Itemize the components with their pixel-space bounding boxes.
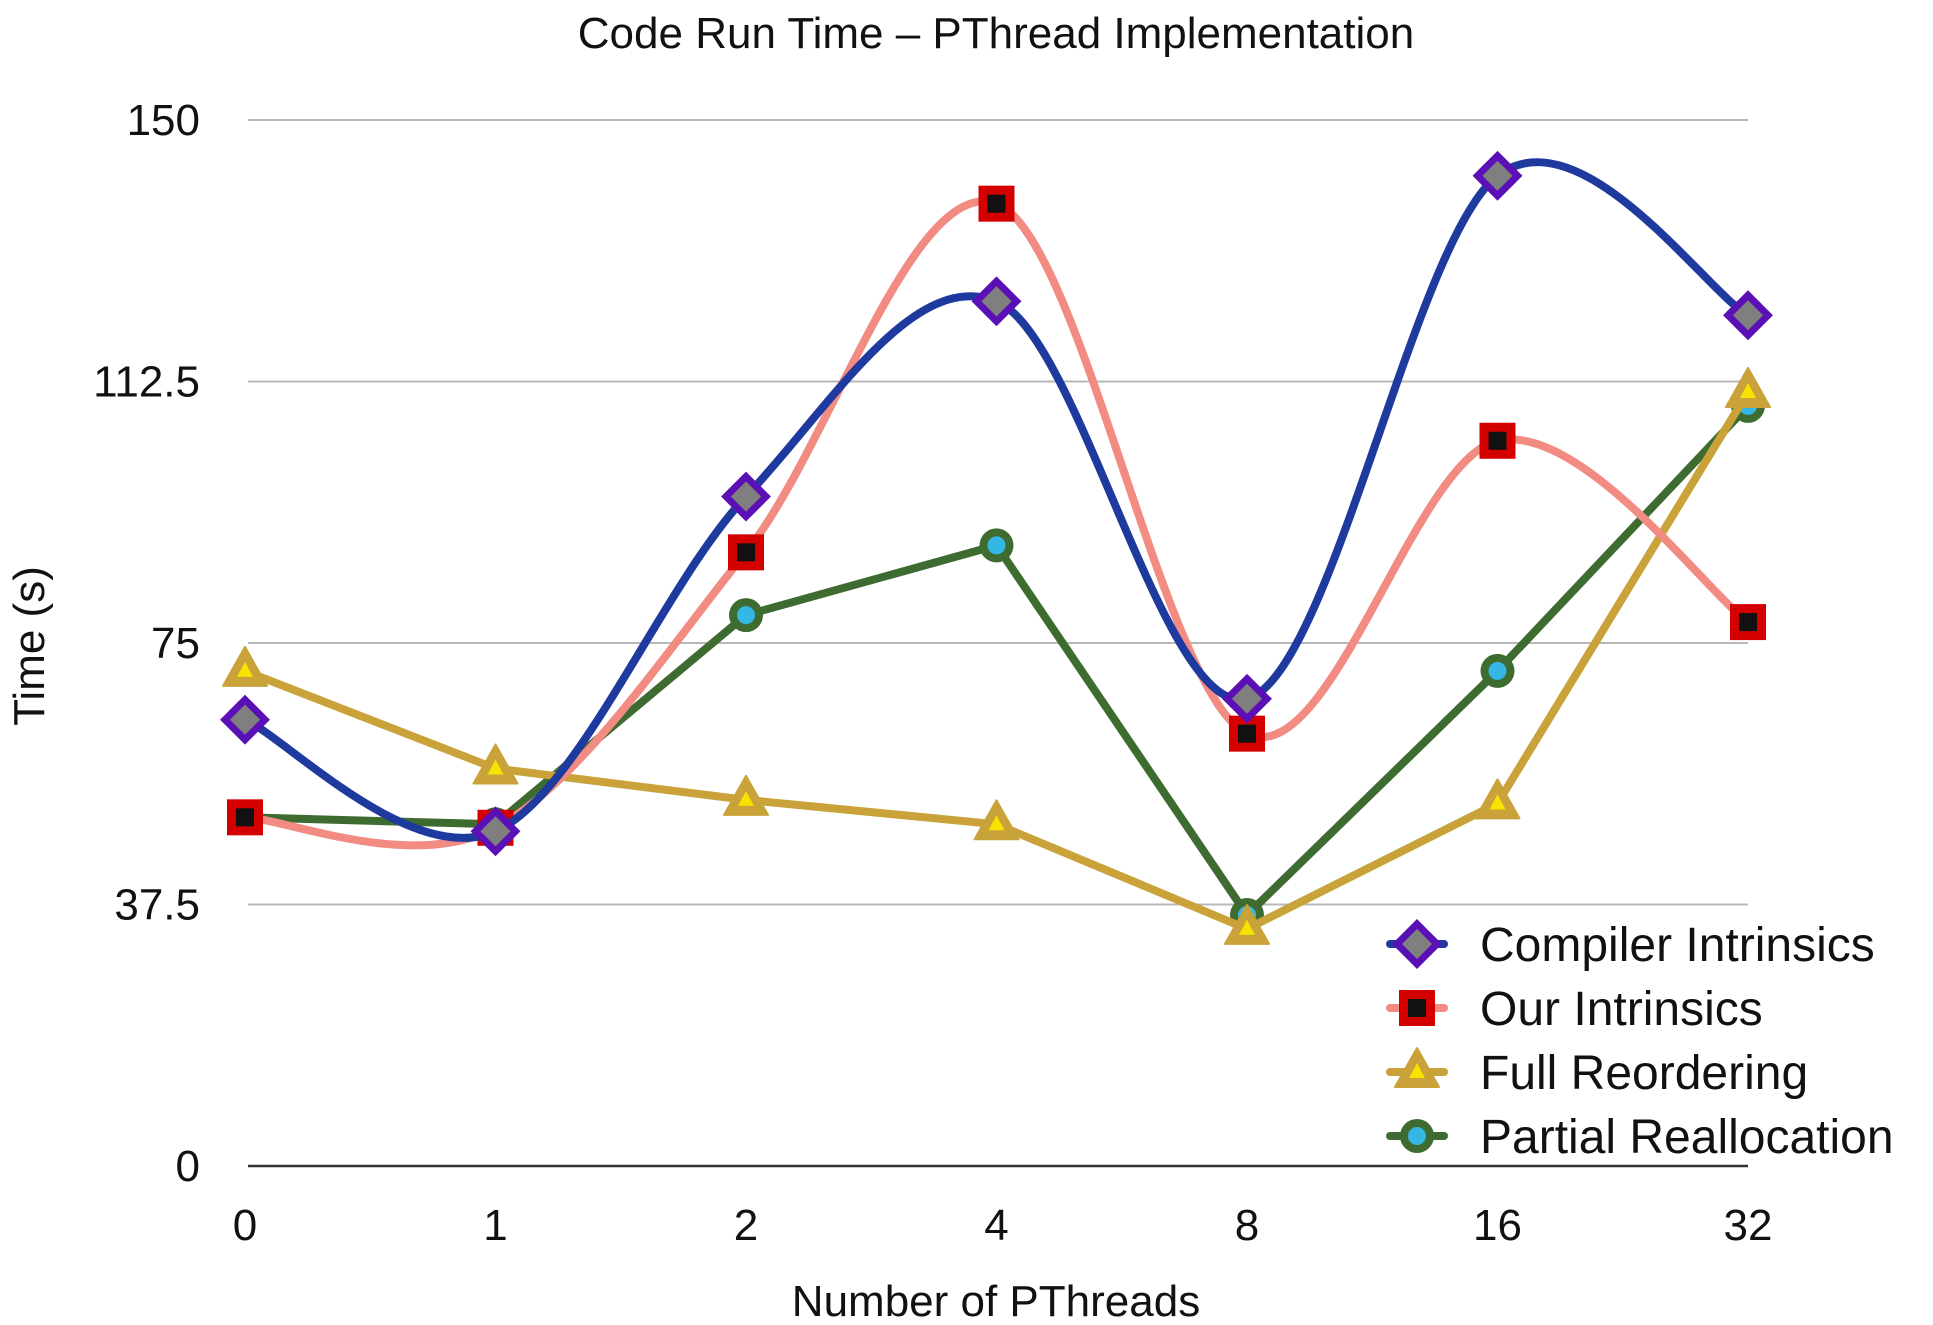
data-point-full-reordering: [723, 774, 769, 816]
legend-marker-full-reordering: [1394, 1047, 1440, 1088]
data-point-full-reordering: [973, 799, 1020, 841]
data-point-compiler-intrinsics: [971, 276, 1022, 327]
data-point-full-reordering: [472, 743, 519, 785]
x-tick-label: 16: [1473, 1201, 1522, 1250]
x-tick-label: 2: [734, 1201, 758, 1250]
data-point-full-reordering: [222, 645, 268, 687]
data-point-full-reordering: [1474, 778, 1521, 820]
data-point-compiler-intrinsics: [1222, 673, 1272, 724]
data-point-partial-reallocation: [979, 528, 1014, 563]
series-layer: [220, 150, 1773, 945]
data-point-our-intrinsics: [1479, 422, 1516, 459]
x-tick-label: 32: [1724, 1201, 1773, 1250]
legend-marker-partial-reallocation: [1400, 1119, 1434, 1153]
x-tick-label: 4: [984, 1201, 1008, 1250]
y-axis-label: Time (s): [5, 566, 54, 726]
gridlines: [248, 119, 1748, 1168]
legend-label: Compiler Intrinsics: [1480, 919, 1875, 972]
data-point-compiler-intrinsics: [470, 806, 521, 857]
data-point-our-intrinsics: [1730, 604, 1766, 641]
y-tick-label: 37.5: [114, 881, 200, 930]
data-point-our-intrinsics: [978, 185, 1015, 222]
series-partial-reallocation: [228, 388, 1765, 932]
y-axis-ticks: 0 37.5 75 112.5 150: [93, 96, 200, 1191]
legend-item-compiler-intrinsics: Compiler Intrinsics: [1386, 919, 1875, 972]
x-tick-label: 0: [233, 1201, 257, 1250]
x-tick-label: 1: [483, 1201, 507, 1250]
legend-label: Partial Reallocation: [1480, 1111, 1894, 1164]
x-axis-label: Number of PThreads: [792, 1277, 1200, 1325]
y-tick-label: 75: [151, 619, 200, 668]
y-tick-label: 0: [176, 1142, 200, 1191]
legend-marker-compiler-intrinsics: [1392, 919, 1442, 969]
data-point-full-reordering: [1224, 903, 1270, 945]
legend-label: Full Reordering: [1480, 1047, 1808, 1100]
data-point-our-intrinsics: [227, 799, 263, 836]
series-line-compiler-intrinsics: [241, 158, 1752, 842]
data-point-compiler-intrinsics: [220, 694, 270, 745]
series-compiler-intrinsics: [220, 150, 1773, 857]
series-full-reordering: [222, 366, 1771, 945]
data-point-compiler-intrinsics: [1723, 290, 1773, 341]
y-tick-label: 150: [127, 96, 200, 145]
series-line-full-reordering: [241, 388, 1752, 933]
chart-title: Code Run Time – PThread Implementation: [578, 9, 1414, 58]
data-point-compiler-intrinsics: [1472, 150, 1523, 201]
x-tick-label: 8: [1235, 1201, 1259, 1250]
x-axis-ticks: 0 1 2 4 8 16 32: [233, 1201, 1773, 1250]
legend-item-our-intrinsics: Our Intrinsics: [1386, 983, 1763, 1036]
legend: Compiler Intrinsics Our Intrinsics Full Re…: [1386, 919, 1894, 1164]
data-point-our-intrinsics: [728, 534, 764, 571]
legend-marker-our-intrinsics: [1399, 990, 1435, 1026]
legend-item-full-reordering: Full Reordering: [1386, 1047, 1808, 1100]
legend-label: Our Intrinsics: [1480, 983, 1763, 1036]
legend-item-partial-reallocation: Partial Reallocation: [1386, 1111, 1894, 1164]
data-point-compiler-intrinsics: [721, 471, 771, 522]
data-point-partial-reallocation: [729, 598, 763, 633]
data-point-partial-reallocation: [1480, 653, 1515, 688]
y-tick-label: 112.5: [93, 358, 200, 407]
data-point-full-reordering: [1725, 366, 1771, 408]
